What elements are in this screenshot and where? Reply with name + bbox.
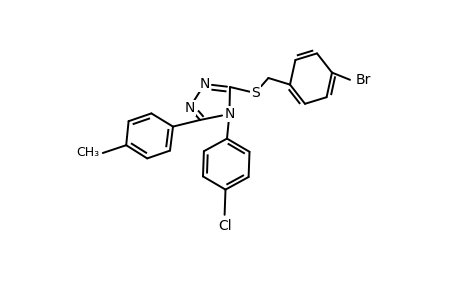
Text: Br: Br — [355, 73, 370, 87]
Text: S: S — [250, 86, 259, 100]
Text: CH₃: CH₃ — [76, 146, 99, 160]
Text: N: N — [184, 101, 194, 115]
Text: N: N — [199, 77, 209, 91]
Text: Cl: Cl — [217, 219, 231, 233]
Text: N: N — [224, 107, 234, 121]
